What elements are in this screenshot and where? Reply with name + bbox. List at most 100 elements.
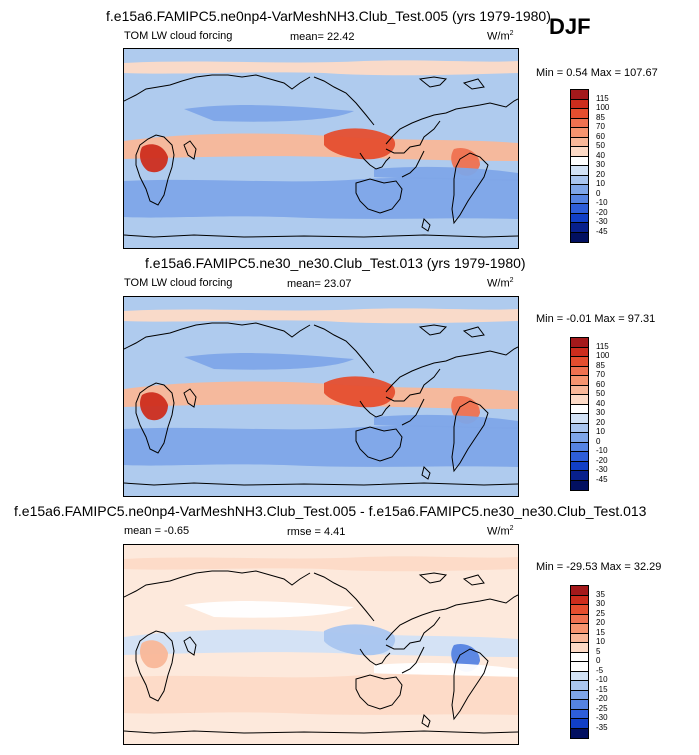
colorbar-tick-label: 85: [596, 112, 605, 122]
colorbar-swatch: [571, 366, 588, 376]
contour-region-africa: [140, 640, 168, 669]
coastline: [313, 572, 375, 622]
coastline: [385, 594, 518, 641]
colorbar-tick-label: 0: [596, 436, 601, 446]
colorbar-tick-label: 70: [596, 122, 605, 131]
contour-region-subtropicsN: [184, 601, 354, 618]
panel1-units: W/m2: [487, 30, 514, 43]
coastline: [462, 574, 485, 586]
coastline: [355, 426, 403, 462]
colorbar-tick-label: -20: [596, 207, 608, 217]
coastline: [451, 152, 489, 225]
contour-region-northband: [124, 556, 518, 572]
colorbar-tick-label: 15: [596, 627, 605, 637]
colorbar-tick-label: -10: [596, 446, 608, 455]
colorbar-swatch: [571, 643, 588, 653]
colorbar-tick-label: 20: [596, 169, 605, 179]
colorbar-tick-label: 70: [596, 370, 605, 379]
colorbar-swatch: [571, 128, 588, 138]
coastline: [124, 322, 311, 350]
colorbar-swatch: [571, 347, 588, 357]
coastline: [385, 120, 441, 154]
coastline: [359, 152, 391, 170]
colorbar-tick-label: 100: [596, 351, 610, 360]
colorbar-tick-label: -30: [596, 713, 608, 722]
coastline: [401, 398, 425, 426]
colorbar-swatch: [571, 194, 588, 204]
colorbar-swatch: [571, 595, 588, 605]
colorbar-swatch: [571, 185, 588, 195]
panel3-map: [123, 544, 519, 745]
colorbar-tick-label: 40: [596, 150, 605, 160]
colorbar-tick-label: -10: [596, 198, 608, 207]
panel2-units: W/m2: [487, 277, 514, 290]
colorbar-tick-label: 40: [596, 398, 605, 408]
coastline: [313, 324, 375, 374]
coastline: [183, 140, 197, 160]
colorbar-swatch: [571, 690, 588, 700]
colorbar-swatch: [571, 118, 588, 128]
colorbar-tick-label: 10: [596, 637, 605, 646]
panel1-title: f.e15a6.FAMIPC5.ne0np4-VarMeshNH3.Club_T…: [106, 8, 551, 24]
coastline: [183, 388, 197, 408]
colorbar-swatch: [571, 213, 588, 223]
colorbar-swatch: [571, 147, 588, 157]
coastline: [359, 400, 391, 418]
colorbar-swatch: [571, 624, 588, 634]
coastline: [135, 134, 175, 206]
colorbar-swatch: [571, 719, 588, 729]
colorbar-tick-label: 30: [596, 408, 605, 417]
colorbar-tick-label: 30: [596, 599, 605, 608]
colorbar-tick-label: 5: [596, 646, 601, 656]
coastline: [124, 234, 518, 238]
colorbar-swatch: [571, 671, 588, 681]
colorbar-swatch: [571, 633, 588, 643]
coastline: [421, 714, 431, 728]
colorbar-swatch: [571, 156, 588, 166]
colorbar-swatch: [571, 232, 588, 242]
colorbar-swatch: [571, 175, 588, 185]
panel1-left-label: TOM LW cloud forcing: [124, 30, 233, 42]
contour-region-southern: [124, 177, 518, 219]
panel2-map: [123, 296, 519, 497]
panel3-units: W/m2: [487, 525, 514, 538]
contour-region-subtropicsN: [184, 105, 354, 122]
coastline: [451, 400, 489, 473]
contour-region-tropics: [124, 629, 518, 657]
map-field: [124, 49, 518, 248]
colorbar-tick-label: -30: [596, 217, 608, 226]
colorbar-swatch: [571, 480, 588, 490]
colorbar-tick-label: 10: [596, 427, 605, 436]
coastline: [385, 616, 441, 650]
colorbar-swatch: [571, 452, 588, 462]
colorbar-tick-label: -45: [596, 474, 608, 484]
colorbar-swatch: [571, 662, 588, 672]
contour-region-northband: [124, 308, 518, 324]
colorbar-swatch: [571, 700, 588, 710]
contour-region-subtropicsS: [374, 414, 518, 429]
coastline: [385, 98, 518, 145]
colorbar-swatch: [571, 204, 588, 214]
colorbar-tick-label: 10: [596, 179, 605, 188]
colorbar-swatch: [571, 395, 588, 405]
coastline: [385, 368, 441, 402]
colorbar-swatch: [571, 166, 588, 176]
coastline: [462, 326, 485, 338]
colorbar-swatch: [571, 709, 588, 719]
colorbar-swatch: [571, 338, 588, 348]
coastline: [418, 76, 448, 88]
colorbar-tick-label: -10: [596, 675, 608, 684]
colorbar-swatch: [571, 404, 588, 414]
contour-region-maritime: [324, 128, 396, 160]
coastline: [421, 218, 431, 232]
panel3-colorbar: [570, 585, 589, 739]
colorbar-swatch: [571, 586, 588, 596]
colorbar-swatch: [571, 385, 588, 395]
colorbar-tick-label: -25: [596, 703, 608, 713]
panel1-map: [123, 48, 519, 249]
contour-region-maritime: [324, 624, 396, 656]
colorbar-swatch: [571, 728, 588, 738]
colorbar-tick-label: -35: [596, 722, 608, 732]
contour-region-subtropicsS: [374, 166, 518, 181]
colorbar-swatch: [571, 376, 588, 386]
